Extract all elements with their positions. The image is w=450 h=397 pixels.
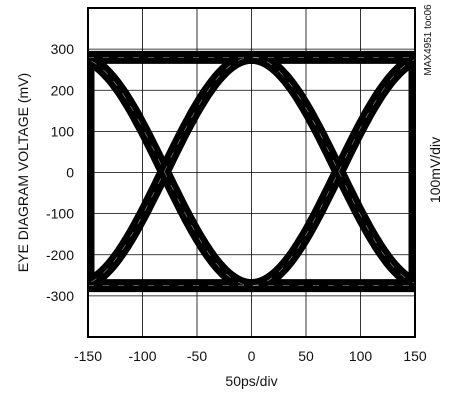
trace-right-upper-arc-jitter: [338, 57, 415, 172]
x-tick-label: 0: [248, 348, 256, 364]
right-scale-label: 100mV/div: [427, 137, 443, 203]
trace-lower-arc-jitter: [163, 171, 340, 287]
x-tick-label: 100: [349, 348, 373, 364]
x-tick-label: 50: [298, 348, 314, 364]
trace-right-lower-arc: [332, 168, 415, 290]
y-tick-labels: 300 200 100 0 -100 -200 -300: [46, 41, 74, 304]
x-tick-label: -150: [74, 348, 102, 364]
trace-left-upper-arc: [88, 53, 171, 175]
y-tick-label: 100: [51, 123, 75, 139]
y-tick-label: -300: [46, 288, 74, 304]
trace-left-lower-arc: [88, 168, 171, 290]
x-axis-label: 50ps/div: [225, 373, 277, 389]
x-tick-labels: -150 -100 -50 0 50 100 150: [74, 348, 427, 364]
x-tick-label: -50: [187, 348, 207, 364]
plot-frame: [87, 7, 416, 338]
trace-right-upper-arc: [332, 53, 415, 175]
figure-id-label: MAX4951 toc06: [423, 4, 434, 76]
trace-group: [88, 50, 415, 293]
trace-right-lower-arc-jitter: [338, 171, 415, 286]
y-tick-label: 0: [66, 165, 74, 181]
y-tick-label: 200: [51, 82, 75, 98]
x-tick-label: 150: [403, 348, 427, 364]
y-tick-label: -100: [46, 206, 74, 222]
y-tick-label: -200: [46, 247, 74, 263]
trace-upper-arc-jitter: [163, 57, 340, 172]
y-tick-label: 300: [51, 41, 75, 57]
eye-traces: [88, 50, 415, 293]
x-tick-label: -100: [128, 348, 156, 364]
y-axis-label: EYE DIAGRAM VOLTAGE (mV): [15, 73, 31, 272]
